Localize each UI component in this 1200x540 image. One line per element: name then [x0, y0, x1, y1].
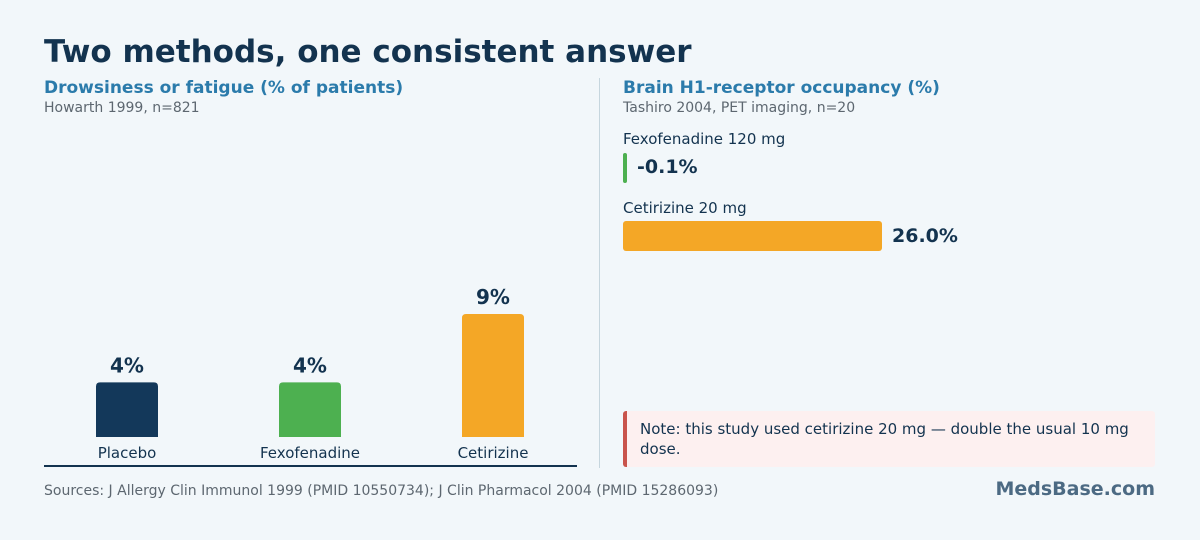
right-chart-subtitle: Tashiro 2004, PET imaging, n=20: [623, 100, 856, 116]
tick-label-placebo: Placebo: [98, 444, 157, 462]
hbar-value-cetirizine: 26.0%: [892, 225, 958, 247]
hbar-value-fexofenadine: -0.1%: [637, 156, 698, 178]
sources-footnote: Sources: J Allergy Clin Immunol 1999 (PM…: [44, 483, 719, 499]
bar-value-fexofenadine: 4%: [293, 353, 327, 377]
panel-divider: [599, 78, 600, 468]
hbar-cetirizine: [623, 221, 882, 251]
bar-chart-baseline: [44, 465, 577, 467]
page-title: Two methods, one consistent answer: [44, 34, 692, 70]
brand-logo: MedsBase.com: [995, 478, 1155, 500]
bar-fexofenadine: [279, 382, 341, 437]
left-chart-subtitle: Howarth 1999, n=821: [44, 100, 200, 116]
tick-label-cetirizine: Cetirizine: [458, 444, 529, 462]
hbar-label-cetirizine: Cetirizine 20 mg: [623, 199, 747, 217]
bar-value-placebo: 4%: [110, 353, 144, 377]
bar-value-cetirizine: 9%: [476, 285, 510, 309]
tick-label-fexofenadine: Fexofenadine: [260, 444, 360, 462]
study-note: Note: this study used cetirizine 20 mg —…: [623, 411, 1155, 467]
bar-cetirizine: [462, 314, 524, 437]
hbar-fexofenadine: [623, 153, 627, 183]
drowsiness-bar-chart: 4% Placebo 4% Fexofenadine 9% Cetirizine: [96, 285, 529, 462]
right-chart-title: Brain H1-receptor occupancy (%): [623, 78, 940, 98]
bar-placebo: [96, 382, 158, 437]
left-chart-title: Drowsiness or fatigue (% of patients): [44, 78, 404, 98]
hbar-label-fexofenadine: Fexofenadine 120 mg: [623, 130, 786, 148]
